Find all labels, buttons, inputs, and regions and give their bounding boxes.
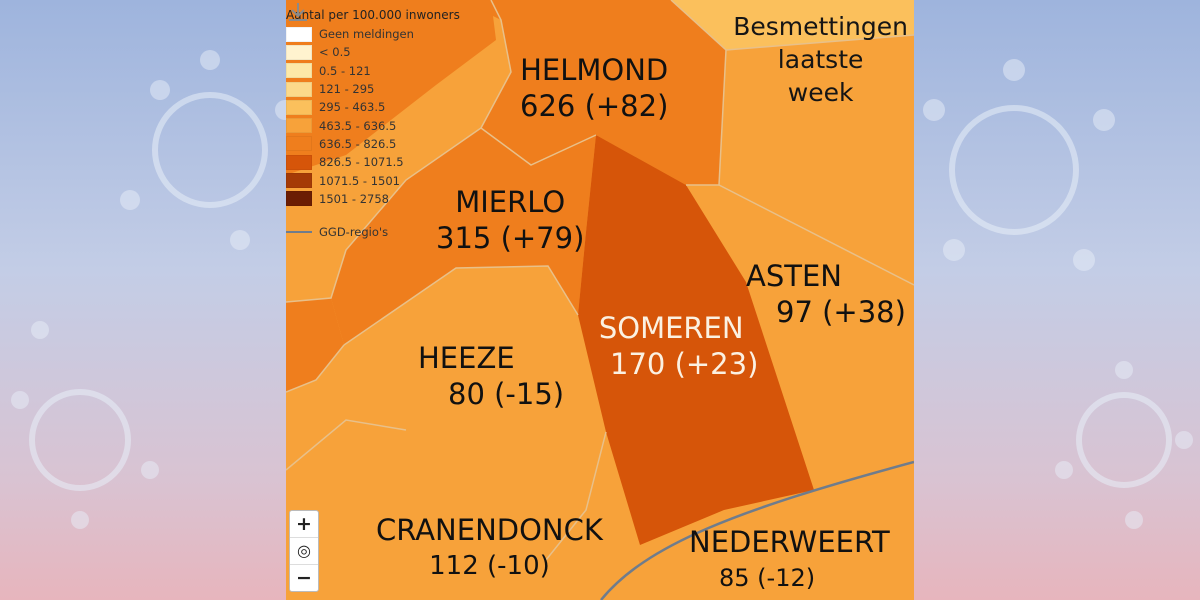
region-name: ASTEN — [746, 259, 842, 293]
legend-label: Geen meldingen — [319, 27, 414, 42]
legend-swatch — [286, 99, 312, 115]
region-value: 97 (+38) — [776, 295, 906, 329]
zoom-out-button[interactable]: − — [296, 567, 312, 589]
legend-swatch — [286, 136, 312, 152]
zoom-in-button[interactable]: + — [290, 511, 318, 538]
region-name: SOMEREN — [598, 311, 744, 345]
legend-swatch — [286, 118, 312, 134]
legend-item: 0.5 - 121 — [286, 62, 496, 80]
legend-label: 1071.5 - 1501 — [319, 173, 400, 188]
label-mierlo: MIERLO 315 (+79) — [436, 184, 584, 256]
region-value: 170 (+23) — [610, 347, 759, 381]
region-value: 626 (+82) — [520, 89, 669, 123]
region-name: MIERLO — [455, 185, 566, 219]
title-line-3: week — [787, 78, 854, 107]
map-title: Besmettingen laatste week — [733, 10, 908, 109]
label-helmond: HELMOND 626 (+82) — [520, 52, 668, 124]
download-icon[interactable] — [286, 0, 310, 24]
region-left-edge[interactable] — [286, 298, 344, 392]
legend-swatch — [286, 63, 312, 79]
region-value: 80 (-15) — [448, 377, 565, 411]
region-value: 315 (+79) — [436, 221, 585, 255]
map-zoom-controls: + ◎ − — [289, 510, 319, 592]
label-cranendonck: CRANENDONCK 112 (-10) — [376, 512, 603, 584]
municipal-boundaries — [286, 0, 914, 561]
legend-swatch — [286, 154, 312, 170]
region-mierlo[interactable] — [331, 128, 596, 345]
region-top-right[interactable] — [671, 0, 914, 50]
label-asten: ASTEN 97 (+38) — [746, 258, 906, 330]
legend-item: 121 - 295 — [286, 80, 496, 98]
title-line-1: Besmettingen — [733, 12, 908, 41]
legend-label: 636.5 - 826.5 — [319, 136, 397, 151]
legend-item: 826.5 - 1071.5 — [286, 153, 496, 171]
legend-swatch — [286, 191, 312, 207]
left-background-panel — [0, 0, 286, 600]
map-regions — [286, 0, 914, 600]
choropleth-map[interactable]: Aantal per 100.000 inwoners Geen melding… — [286, 0, 914, 600]
legend-label: < 0.5 — [319, 45, 351, 60]
region-name: HEEZE — [418, 341, 515, 375]
legend-label: 121 - 295 — [319, 82, 375, 97]
region-value: 85 (-12) — [719, 564, 816, 592]
legend-swatch — [286, 44, 312, 60]
legend-boundary-item: GGD-regio's — [286, 225, 496, 239]
legend-item: 463.5 - 636.5 — [286, 116, 496, 134]
region-someren[interactable] — [578, 135, 814, 545]
region-name: NEDERWEERT — [689, 525, 890, 559]
label-someren: SOMEREN 170 (+23) — [584, 310, 759, 382]
region-name: CRANENDONCK — [376, 513, 603, 547]
region-name: HELMOND — [520, 53, 669, 87]
legend-swatch — [286, 81, 312, 97]
legend-label: 295 - 463.5 — [319, 100, 386, 115]
legend-swatch — [286, 26, 312, 42]
region-value: 112 (-10) — [429, 551, 550, 581]
label-nederweert: NEDERWEERT 85 (-12) — [689, 524, 890, 596]
region-top-left[interactable] — [286, 0, 496, 175]
right-background-panel — [914, 0, 1200, 600]
virus-illustration-left — [11, 50, 286, 529]
map-legend: Aantal per 100.000 inwoners Geen melding… — [286, 8, 496, 239]
legend-item: < 0.5 — [286, 43, 496, 61]
legend-swatch — [286, 173, 312, 189]
boundary-line-swatch — [286, 230, 312, 233]
virus-illustration-right — [923, 59, 1193, 529]
legend-title: Aantal per 100.000 inwoners — [286, 8, 460, 22]
legend-label: 0.5 - 121 — [319, 63, 371, 78]
legend-item: 1501 - 2758 — [286, 190, 496, 208]
legend-label: 1501 - 2758 — [319, 191, 389, 206]
legend-label: 826.5 - 1071.5 — [319, 155, 404, 170]
ggd-regio-boundary — [600, 460, 914, 600]
legend-item: 1071.5 - 1501 — [286, 171, 496, 189]
locate-button[interactable]: ◎ — [290, 538, 318, 565]
label-heeze: HEEZE 80 (-15) — [418, 340, 564, 412]
legend-boundary-label: GGD-regio's — [319, 224, 389, 239]
legend-label: 463.5 - 636.5 — [319, 118, 397, 133]
legend-item: Geen meldingen — [286, 25, 496, 43]
legend-item: 636.5 - 826.5 — [286, 135, 496, 153]
title-line-2: laatste — [777, 45, 864, 74]
legend-item: 295 - 463.5 — [286, 98, 496, 116]
region-helmond[interactable] — [461, 0, 726, 185]
